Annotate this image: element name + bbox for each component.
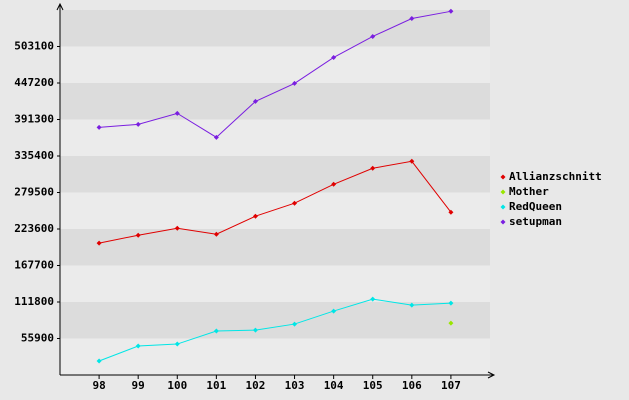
- data-point: [252, 327, 258, 333]
- data-point: [448, 8, 454, 14]
- legend-marker: [500, 219, 506, 225]
- legend-label: Allianzschnitt: [509, 170, 602, 183]
- y-tick-label: 391300: [14, 113, 54, 126]
- data-point: [135, 232, 141, 238]
- plot-bands: [60, 10, 490, 375]
- grid-band: [60, 265, 490, 302]
- y-tick-label: 111800: [14, 295, 54, 308]
- y-tick-label: 447200: [14, 76, 54, 89]
- data-point: [96, 358, 102, 364]
- data-point: [409, 15, 415, 21]
- data-point: [213, 134, 219, 140]
- series-line: [98, 160, 452, 244]
- x-tick-label: 101: [206, 379, 226, 392]
- legend-marker: [500, 189, 506, 195]
- data-point: [409, 302, 415, 308]
- x-tick-label: 103: [285, 379, 305, 392]
- x-tick-label: 99: [132, 379, 145, 392]
- x-axis-arrow: [487, 371, 496, 379]
- data-point: [292, 200, 298, 206]
- y-tick-label: 503100: [14, 40, 54, 53]
- data-point: [252, 213, 258, 219]
- grid-band: [60, 83, 490, 120]
- data-point: [135, 343, 141, 349]
- series-line: [99, 10, 451, 138]
- data-point: [448, 209, 454, 215]
- data-point: [370, 33, 376, 39]
- grid-band: [60, 302, 490, 339]
- data-point: [174, 341, 180, 347]
- data-point: [213, 231, 219, 237]
- y-tick-label: 167700: [14, 259, 54, 272]
- grid-band: [60, 156, 490, 193]
- data-point: [331, 308, 337, 314]
- data-point: [174, 225, 180, 231]
- x-tick-label: 104: [324, 379, 344, 392]
- grid-band: [60, 229, 490, 266]
- data-point: [331, 54, 337, 60]
- data-point: [96, 124, 102, 130]
- y-tick-label: 223600: [14, 222, 54, 235]
- data-point: [213, 328, 219, 334]
- series-line: [98, 298, 451, 362]
- data-point: [96, 240, 102, 246]
- data-point: [370, 165, 376, 171]
- legend-marker: [500, 204, 506, 210]
- data-point: [135, 121, 141, 127]
- data-point: [292, 321, 298, 327]
- x-tick-label: 107: [441, 379, 461, 392]
- x-tick-label: 106: [402, 379, 422, 392]
- legend-label: setupman: [509, 215, 562, 228]
- y-tick-label: 55900: [21, 332, 54, 345]
- data-point: [174, 110, 180, 116]
- data-point: [252, 98, 258, 104]
- legend-label: Mother: [509, 185, 549, 198]
- x-tick-label: 100: [167, 379, 187, 392]
- grid-band: [60, 10, 490, 47]
- data-point: [448, 320, 454, 326]
- x-tick-label: 98: [92, 379, 105, 392]
- data-point: [370, 296, 376, 302]
- x-tick-label: 105: [363, 379, 383, 392]
- y-axis-arrow: [56, 2, 64, 11]
- grid-band: [60, 192, 490, 229]
- grid-band: [60, 46, 490, 83]
- data-point: [292, 80, 298, 86]
- grid-band: [60, 338, 490, 375]
- data-point: [409, 158, 415, 164]
- legend-label: RedQueen: [509, 200, 562, 213]
- y-tick-label: 335400: [14, 149, 54, 162]
- data-point: [448, 300, 454, 306]
- y-tick-label: 279500: [14, 186, 54, 199]
- legend-marker: [500, 174, 506, 180]
- x-tick-label: 102: [246, 379, 266, 392]
- data-point: [331, 181, 337, 187]
- grid-band: [60, 119, 490, 156]
